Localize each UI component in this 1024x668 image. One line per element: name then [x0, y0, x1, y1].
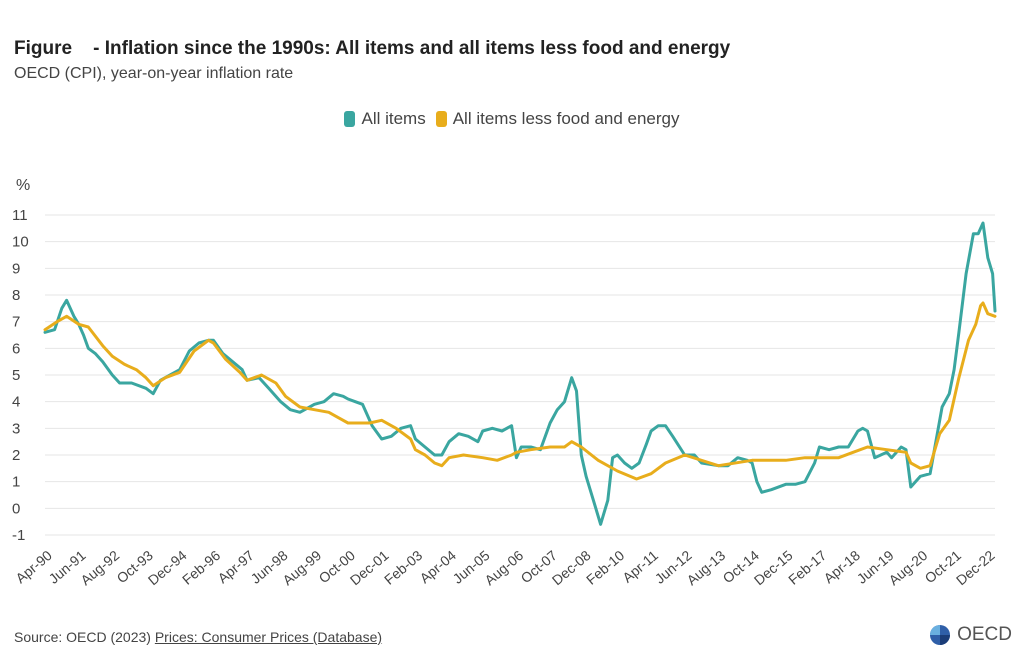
x-tick-label: Apr-97: [214, 547, 257, 586]
y-tick-label: -1: [12, 527, 25, 544]
source-note: Source: OECD (2023) Prices: Consumer Pri…: [14, 629, 382, 645]
x-tick-label: Dec-94: [145, 547, 190, 588]
x-tick-label: Feb-10: [583, 547, 627, 588]
legend-item-all-items[interactable]: All items: [344, 109, 426, 129]
y-tick-label: 2: [12, 447, 20, 464]
y-tick-label: 7: [12, 314, 20, 331]
x-tick-label: Apr-04: [416, 547, 459, 586]
legend-swatch-all-items: [344, 111, 356, 127]
series-line-core: [43, 301, 997, 481]
x-tick-label: Aug-20: [885, 547, 930, 588]
legend-item-core[interactable]: All items less food and energy: [435, 109, 680, 129]
x-tick-label: Feb-96: [179, 547, 223, 588]
legend-label-all-items: All items: [361, 109, 426, 128]
legend-swatch-core: [435, 111, 447, 127]
x-tick-label: Dec-15: [751, 547, 796, 588]
legend-label-core: All items less food and energy: [452, 109, 680, 128]
chart-subtitle: OECD (CPI), year-on-year inflation rate: [14, 65, 294, 82]
y-tick-label: 9: [12, 260, 20, 277]
x-tick-label: Apr-90: [12, 547, 55, 586]
x-axis-ticks: Apr-90Jun-91Aug-92Oct-93Dec-94Feb-96Apr-…: [12, 547, 997, 588]
x-tick-label: Aug-99: [279, 547, 324, 588]
x-tick-label: Dec-08: [549, 547, 594, 588]
y-tick-label: 0: [12, 500, 20, 517]
y-axis-ticks: -1 0 1 2 3 4 5 6 7 8 9 10 11: [12, 207, 29, 544]
y-axis-unit-label: %: [16, 177, 30, 194]
y-tick-label: 3: [12, 420, 20, 437]
source-link[interactable]: Prices: Consumer Prices (Database): [154, 629, 383, 645]
oecd-globe-icon: [930, 625, 951, 645]
x-tick-label: Aug-92: [77, 547, 122, 588]
x-tick-label: Aug-13: [683, 547, 728, 588]
y-tick-label: 4: [12, 394, 20, 411]
x-tick-label: Apr-18: [821, 547, 864, 586]
y-tick-label: 1: [12, 474, 20, 491]
x-tick-label: Dec-22: [953, 547, 998, 588]
y-tick-label: 6: [12, 340, 20, 357]
oecd-logo-text: OECD: [957, 624, 1012, 645]
x-tick-label: Feb-17: [785, 547, 829, 588]
y-tick-label: 11: [12, 207, 28, 224]
x-tick-label: Aug-06: [481, 547, 526, 588]
y-tick-label: 10: [12, 234, 29, 251]
series-lines: [43, 221, 997, 526]
x-tick-label: Dec-01: [347, 547, 392, 588]
y-tick-label: 8: [12, 287, 20, 304]
source-prefix: Source: OECD (2023): [14, 629, 155, 645]
x-tick-label: Feb-03: [381, 547, 425, 588]
line-chart: % -1 0 1 2 3 4 5 6 7 8 9 10 11 Apr-90Jun-91Aug-92Oct…: [12, 177, 998, 588]
legend: All items All items less food and energy: [0, 109, 1024, 129]
oecd-logo: OECD: [927, 624, 1012, 646]
y-tick-label: 5: [12, 367, 20, 384]
chart-title: Figure - Inflation since the 1990s: All …: [14, 38, 731, 59]
gridlines: [45, 214, 995, 536]
